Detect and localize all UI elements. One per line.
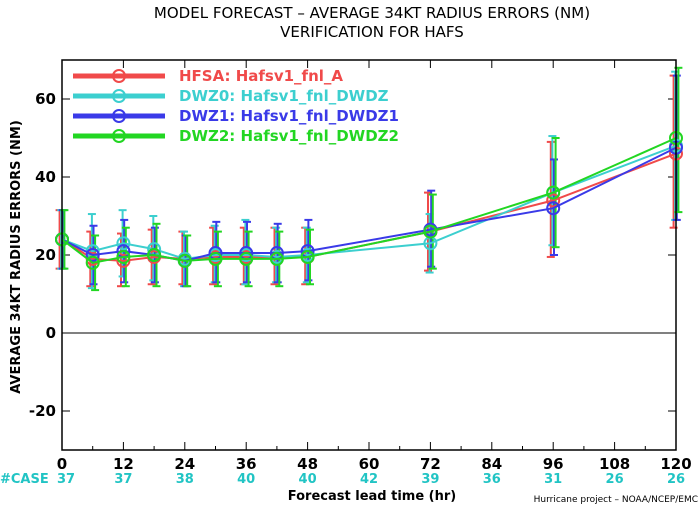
data-point: [208, 251, 223, 266]
legend-marker: [112, 89, 126, 103]
data-point: [116, 236, 131, 251]
data-point: [300, 249, 315, 264]
x-tick-label: 72: [420, 455, 441, 473]
y-tick-label: -20: [29, 402, 56, 420]
data-point: [269, 251, 284, 266]
case-count: 40: [299, 472, 317, 487]
chart-title: MODEL FORECAST – AVERAGE 34KT RADIUS ERR…: [154, 4, 590, 22]
case-count: 31: [544, 472, 562, 487]
plot-area: 0371237243836404840604272398436963110826…: [29, 59, 692, 487]
x-tick-label: 12: [113, 455, 134, 473]
x-tick-label: 0: [57, 455, 67, 473]
series-line-1: [55, 138, 683, 266]
y-tick-label: 20: [35, 246, 56, 264]
case-count: 38: [176, 472, 194, 487]
data-point: [546, 185, 561, 200]
case-count: 26: [606, 472, 624, 487]
legend-marker: [112, 109, 126, 123]
x-tick-label: 48: [297, 455, 318, 473]
x-tick-label: 60: [359, 455, 380, 473]
y-tick-label: 40: [35, 168, 56, 186]
data-point: [177, 253, 192, 268]
y-tick-label: 0: [46, 324, 56, 342]
legend-marker: [112, 69, 126, 83]
x-tick-label: 96: [543, 455, 564, 473]
data-point: [85, 248, 100, 262]
data-point: [423, 224, 438, 239]
data-point: [239, 251, 254, 266]
case-count: 40: [237, 472, 255, 487]
credit-text: Hurricane project – NOAA/NCEP/EMC: [534, 495, 698, 505]
chart-subtitle: VERIFICATION FOR HAFS: [280, 23, 464, 41]
cases-label: #CASE: [0, 472, 49, 487]
case-count: 39: [421, 472, 439, 487]
x-tick-label: 36: [236, 455, 257, 473]
data-point: [546, 193, 561, 208]
x-tick-label: 108: [599, 455, 630, 473]
data-point: [147, 248, 162, 262]
legend-entry: DWZ0: Hafsv1_fnl_DWDZ: [179, 87, 389, 105]
data-point: [116, 249, 131, 264]
data-point: [85, 255, 100, 270]
case-count: 37: [57, 472, 75, 487]
y-axis-label: AVERAGE 34KT RADIUS ERRORS (NM): [9, 120, 24, 394]
legend-entry: HFSA: Hafsv1_fnl_A: [179, 67, 343, 85]
data-point: [116, 253, 131, 268]
case-count: 26: [667, 472, 685, 487]
x-tick-label: 120: [660, 455, 691, 473]
case-count: 36: [483, 472, 501, 487]
y-tick-label: 60: [35, 90, 56, 108]
legend-entry: DWZ1: Hafsv1_fnl_DWDZ1: [179, 107, 399, 125]
x-tick-label: 24: [174, 455, 195, 473]
plot-frame: [61, 59, 677, 451]
legend-marker: [112, 129, 126, 143]
x-axis-label: Forecast lead time (hr): [288, 489, 456, 504]
case-count: 37: [114, 472, 132, 487]
x-tick-label: 84: [481, 455, 502, 473]
legend-entry: DWZ2: Hafsv1_fnl_DWDZ2: [179, 127, 399, 145]
data-point: [546, 201, 561, 216]
case-count: 42: [360, 472, 378, 487]
